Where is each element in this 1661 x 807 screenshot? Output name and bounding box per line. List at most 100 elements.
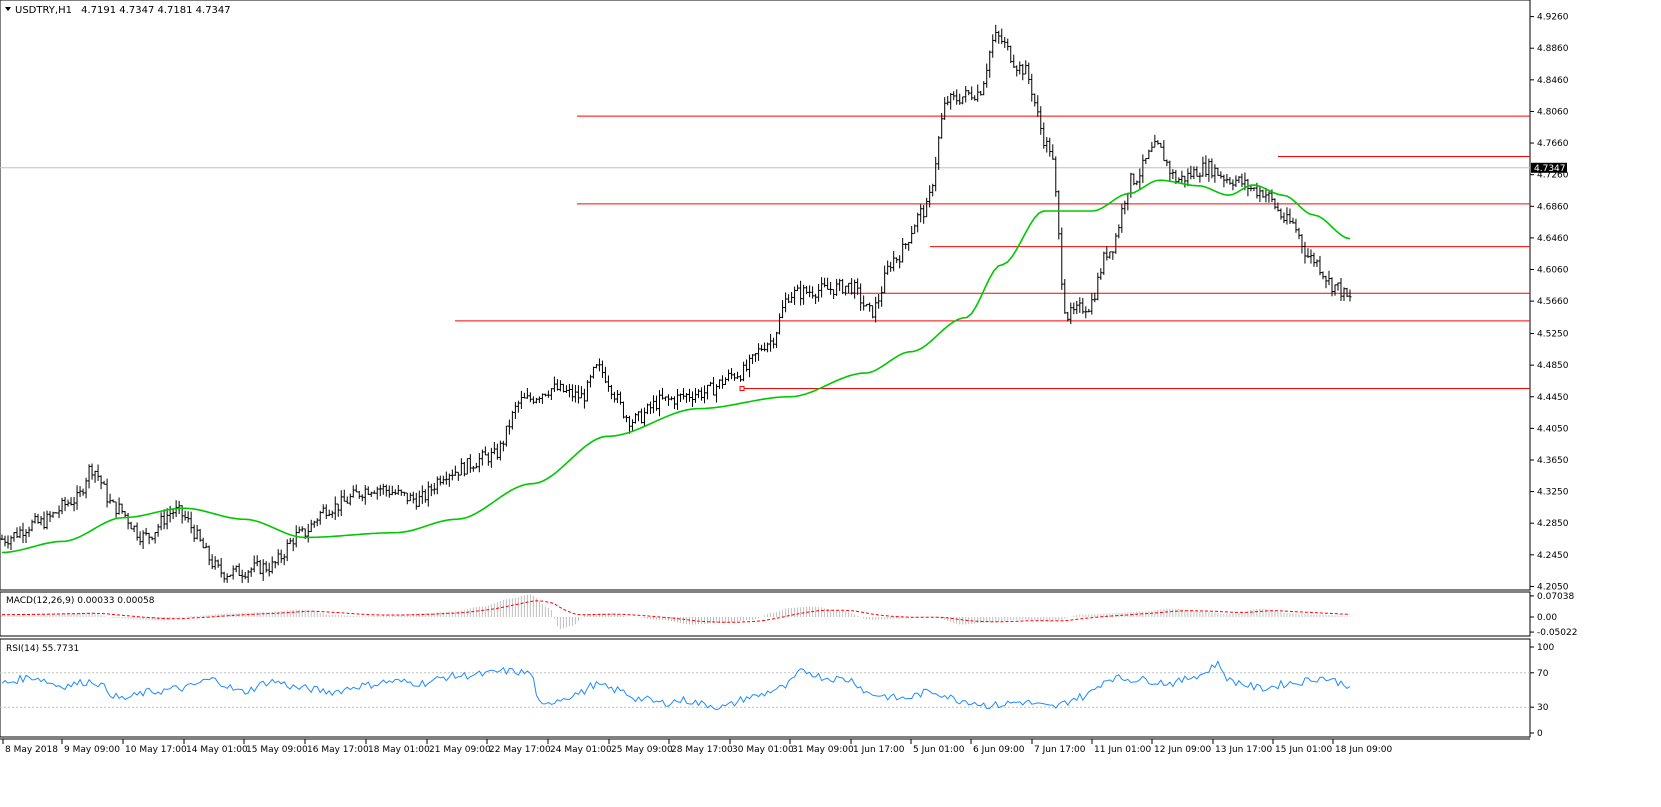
price-bar — [345, 496, 349, 504]
price-bar — [102, 480, 106, 485]
price-bar — [369, 491, 373, 497]
price-bar — [1138, 168, 1142, 190]
x-tick-label: 1 Jun 17:00 — [853, 745, 905, 755]
price-bar — [1117, 224, 1121, 239]
price-bar — [1288, 208, 1292, 224]
price-bar — [1216, 167, 1220, 176]
price-bar — [285, 539, 289, 562]
price-bar — [748, 354, 752, 378]
price-bar — [871, 305, 875, 319]
price-bar — [1312, 252, 1316, 267]
price-bar — [1168, 160, 1172, 181]
price-bar — [1081, 297, 1085, 314]
price-bar — [826, 277, 830, 290]
price-bar — [889, 261, 893, 272]
symbol-timeframe-label: USDTRY,H1 — [15, 5, 72, 16]
price-bar — [126, 512, 130, 530]
price-bar — [351, 485, 355, 498]
rsi-tick-label: 70 — [1537, 669, 1549, 679]
price-bar — [609, 384, 613, 400]
price-bar — [1012, 54, 1016, 68]
price-bar — [432, 482, 436, 495]
price-bar — [1084, 306, 1088, 319]
price-bar — [531, 396, 535, 405]
x-tick-label: 14 May 01:00 — [186, 745, 248, 755]
price-bar — [1291, 217, 1295, 224]
price-bar — [1135, 180, 1139, 186]
price-bar — [663, 396, 667, 401]
price-bar — [1156, 140, 1160, 145]
macd-panel-frame — [0, 591, 1531, 637]
price-bar — [1318, 255, 1322, 276]
price-bar — [1015, 65, 1019, 77]
price-bar — [651, 395, 655, 414]
price-bar — [934, 156, 938, 192]
price-bar — [396, 484, 400, 495]
price-bar — [775, 331, 779, 348]
price-bar — [228, 574, 232, 578]
price-bar — [324, 504, 328, 519]
price-bar — [1237, 176, 1241, 184]
price-bar — [585, 380, 589, 402]
price-bar — [1228, 177, 1232, 185]
price-bar — [321, 504, 325, 514]
price-bar — [348, 493, 352, 506]
price-bar — [829, 281, 833, 295]
price-bar — [1030, 73, 1034, 102]
price-bar — [691, 391, 695, 407]
price-bar — [45, 510, 49, 530]
price-bar — [892, 251, 896, 272]
x-tick-label: 12 Jun 09:00 — [1154, 745, 1211, 755]
price-bar — [33, 513, 37, 524]
price-bar — [144, 527, 148, 536]
price-bar — [1342, 287, 1346, 301]
price-bar — [718, 379, 722, 389]
price-bar — [1180, 170, 1184, 183]
price-bar — [1153, 134, 1157, 148]
support-resistance-lines[interactable] — [455, 115, 1530, 391]
price-bar — [1075, 300, 1079, 315]
price-bar — [261, 559, 265, 581]
price-bar — [1210, 158, 1214, 179]
price-bar — [712, 376, 716, 396]
price-bar — [111, 499, 115, 503]
price-bar — [276, 549, 280, 566]
price-bar — [877, 294, 881, 309]
price-bar — [703, 385, 707, 404]
price-bar — [832, 289, 836, 300]
x-tick-label: 8 May 2018 — [5, 745, 58, 755]
price-bar — [901, 237, 905, 263]
panel-dropdown-icon[interactable] — [5, 7, 11, 11]
price-bar — [468, 454, 472, 473]
price-bar — [736, 371, 740, 380]
price-bar — [486, 452, 490, 466]
price-bar — [81, 488, 85, 496]
price-bar — [336, 503, 340, 517]
price-bar — [297, 526, 301, 534]
price-bar — [57, 505, 61, 519]
price-bar — [922, 204, 926, 224]
rsi-level-lines — [0, 672, 1530, 708]
price-bar — [1060, 227, 1064, 290]
y-tick-label: 4.2850 — [1537, 519, 1569, 529]
price-bar — [961, 96, 965, 105]
price-bar — [1051, 144, 1055, 160]
price-bar — [489, 447, 493, 468]
price-bar — [282, 553, 286, 566]
price-bar — [823, 277, 827, 288]
price-bar — [507, 419, 511, 435]
price-bar — [405, 492, 409, 505]
x-tick-label: 31 May 09:00 — [792, 745, 854, 755]
price-bar — [255, 555, 259, 567]
price-bar — [447, 473, 451, 487]
x-tick-label: 28 May 17:00 — [671, 745, 733, 755]
line-anchor-handle[interactable] — [739, 385, 745, 391]
price-bar — [459, 458, 463, 476]
price-bar — [820, 277, 824, 298]
price-bar — [742, 361, 746, 382]
price-bar — [606, 375, 610, 392]
chart-title: USDTRY,H1 4.7191 4.7347 4.7181 4.7347 — [15, 5, 231, 16]
price-bar — [799, 280, 803, 306]
price-bar — [1234, 175, 1238, 187]
